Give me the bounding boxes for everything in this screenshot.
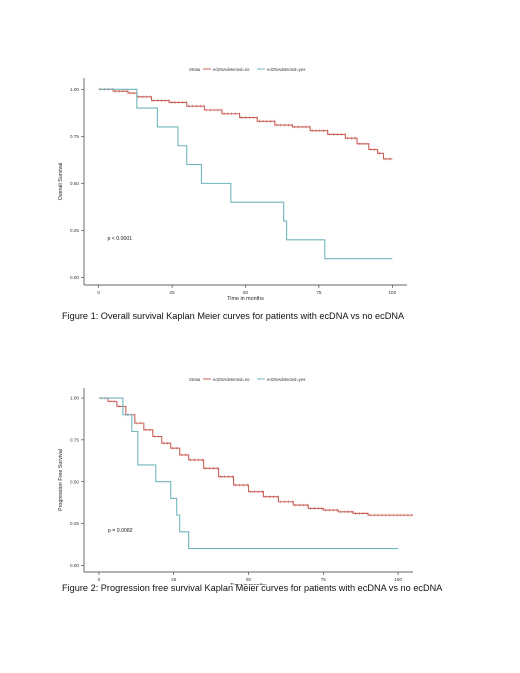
- y-axis-label: Progression Free Survival: [58, 449, 64, 511]
- y-tick-label-0: 0.00: [70, 563, 79, 568]
- series-line-yes: [98, 397, 399, 550]
- x-tick-label-1: 25: [171, 577, 177, 582]
- x-tick-label-2: 50: [246, 577, 252, 582]
- figure-2-caption: Figure 2: Progression free survival Kapl…: [62, 583, 443, 593]
- x-tick-label-4: 100: [394, 577, 402, 582]
- overall-survival-chart: Strata ecDNAdetected=no ecDNAdetected=yes 0…: [58, 67, 407, 300]
- x-tick-label-4: 100: [388, 290, 396, 295]
- legend-label-1: ecDNAdetected=no: [213, 67, 250, 72]
- series-line-yes: [98, 88, 393, 260]
- y-tick-label-3: 0.75: [70, 437, 79, 442]
- p-value-annotation: p = 0.0082: [108, 528, 133, 534]
- y-axis-label: Overall Survival: [58, 163, 64, 201]
- y-tick-label-1: 0.25: [70, 521, 79, 526]
- y-tick-label-0: 0.00: [70, 275, 79, 280]
- y-tick-label-4: 1.00: [70, 396, 79, 401]
- series-line-no: [98, 397, 413, 516]
- y-tick-label-3: 0.75: [70, 134, 79, 139]
- x-tick-label-3: 75: [316, 290, 322, 295]
- legend-title: Strata: [189, 67, 201, 72]
- y-tick-label-2: 0.50: [70, 479, 79, 484]
- p-value-annotation: p < 0.0001: [107, 236, 132, 242]
- y-tick-label-2: 0.50: [70, 181, 79, 186]
- x-tick-label-1: 25: [170, 290, 176, 295]
- x-axis-label: Time in months: [230, 583, 267, 585]
- legend-label-1: ecDNAdetected=no: [213, 377, 250, 382]
- y-tick-label-4: 1.00: [70, 87, 79, 92]
- legend-label-2: ecDNAdetected=yes: [267, 377, 305, 382]
- progression-free-survival-chart: Strata ecDNAdetected=no ecDNAdetected=yes 0…: [58, 377, 413, 585]
- x-tick-label-2: 50: [243, 290, 249, 295]
- legend-label-2: ecDNAdetected=yes: [267, 67, 305, 72]
- x-tick-label-0: 0: [97, 290, 100, 295]
- x-axis-label: Time in months: [227, 296, 264, 300]
- legend-title: Strata: [189, 377, 201, 382]
- x-tick-label-3: 75: [321, 577, 327, 582]
- y-tick-label-1: 0.25: [70, 228, 79, 233]
- x-tick-label-0: 0: [98, 577, 101, 582]
- series-line-no: [98, 88, 393, 160]
- figure-1-caption: Figure 1: Overall survival Kaplan Meier …: [62, 311, 405, 321]
